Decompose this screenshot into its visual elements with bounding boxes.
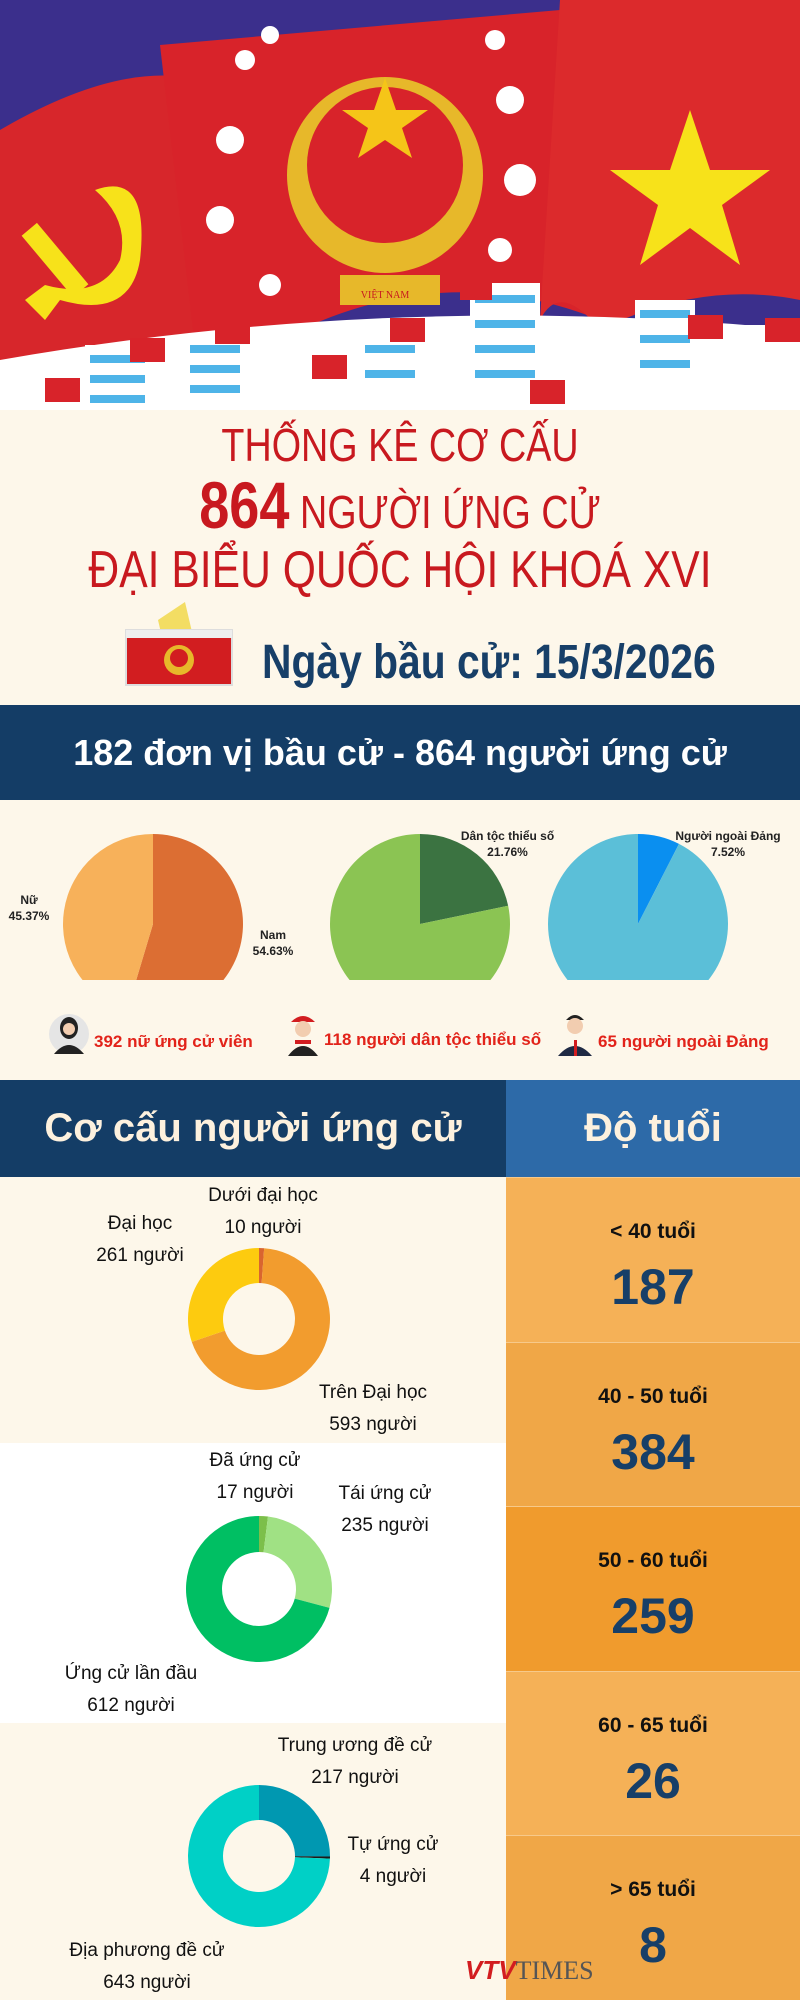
candidacy-panel [0,1443,506,1723]
nomination-donut-slice-0 [259,1785,330,1857]
nomination-panel [0,1723,506,2000]
pie-label-ethnic: Dân tộc thiểu số 21.76% [460,829,555,859]
emblem-icon [287,77,483,305]
education-donut-slice-0 [259,1248,265,1284]
vtv-times-logo: VTVTIMES [465,1955,594,1985]
age-count: 187 [611,1259,695,1315]
structure-header: Cơ cấu người ứng cử [0,1080,506,1177]
donut-label: Địa phương đề cử 643 người [69,1940,225,1993]
pie-label-male: Nam 54.63% [252,928,294,958]
age-count: 8 [639,1917,667,1973]
star-icon [610,110,770,265]
man-avatar-icon [558,1015,592,1056]
title-line-2-text: NGƯỜI ỨNG CỬ [299,486,601,538]
donut-label: Dưới đại học 10 người [208,1185,318,1238]
party-pie-slice-1 [548,834,728,980]
age-count: 259 [611,1588,695,1644]
age-group-3: 60 - 65 tuổi 26 [506,1671,800,1835]
summary-band: 182 đơn vị bầu cử - 864 người ứng cử [0,705,800,800]
caption-ethnic: 118 người dân tộc thiểu số [324,1030,542,1049]
election-date: Ngày bầu cử: 15/3/2026 [262,636,716,689]
age-label: 50 - 60 tuổi [598,1549,708,1572]
nomination-donut-slice-2 [187,1785,330,1927]
small-flag-icons [45,278,800,404]
candidate-count: 864 [199,468,290,542]
caption-non-party: 65 người ngoài Đảng [598,1032,769,1051]
title-line-1: THỐNG KÊ CƠ CẤU [221,419,579,471]
age-label: < 40 tuổi [610,1220,696,1243]
ethnic-pie-slice-0 [420,834,509,924]
hammer-sickle-icon [21,186,142,320]
age-label: 60 - 65 tuổi [598,1714,708,1737]
gender-pie-slice-0 [136,834,243,980]
caption-female: 392 nữ ứng cử viên [94,1032,253,1051]
education-donut-slice-2 [187,1248,259,1342]
donut-label: Trung ương đề cử 217 người [277,1735,433,1788]
nomination-donut-slice-1 [294,1856,330,1859]
dove-icons [206,26,536,320]
donut-charts [185,1248,332,1927]
candidacy-donut-slice-2 [185,1516,330,1662]
age-header: Độ tuổi [506,1080,800,1177]
party-pie-slice-0 [638,834,679,924]
donut-label: Tái ứng cử 235 người [338,1483,432,1536]
candidacy-donut-slice-1 [263,1516,332,1608]
ballot-box-icon [125,602,233,686]
age-label: 40 - 50 tuổi [598,1385,708,1408]
age-group-2: 50 - 60 tuổi 259 [506,1506,800,1671]
donut-label: Trên Đại học 593 người [318,1382,428,1435]
gender-pie-slice-1 [63,834,153,980]
pie-label-female: Nữ 45.37% [8,893,50,923]
pie-label-non-party: Người ngoài Đảng 7.52% [675,829,781,859]
pie-charts [63,834,728,980]
ethnic-pie-slice-1 [330,834,510,980]
age-label: > 65 tuổi [610,1878,696,1901]
banner-illustration: VIỆT NAM [0,0,800,410]
age-count: 26 [625,1753,681,1809]
age-group-1: 40 - 50 tuổi 384 [506,1342,800,1506]
donut-label: Tự ứng cử 4 người [347,1834,439,1887]
education-donut-slice-1 [191,1248,330,1390]
candidacy-donut-slice-0 [259,1516,269,1553]
age-group-0: < 40 tuổi 187 [506,1177,800,1342]
title-line-2: 864 NGƯỜI ỨNG CỬ [72,472,728,538]
donut-label: Đại học 261 người [96,1213,184,1266]
emblem-text: VIỆT NAM [361,289,410,301]
donut-label: Đã ứng cử 17 người [209,1450,301,1503]
age-count: 384 [611,1424,695,1480]
woman-avatar-icon [49,1014,89,1054]
title-line-3: ĐẠI BIỂU QUỐC HỘI KHOÁ XVI [88,541,712,599]
donut-label: Ứng cử lần đầu 612 người [64,1663,198,1716]
ethnic-woman-avatar-icon [288,1016,318,1056]
age-group-4: > 65 tuổi 8 [506,1835,800,2000]
education-panel [0,1177,506,1443]
